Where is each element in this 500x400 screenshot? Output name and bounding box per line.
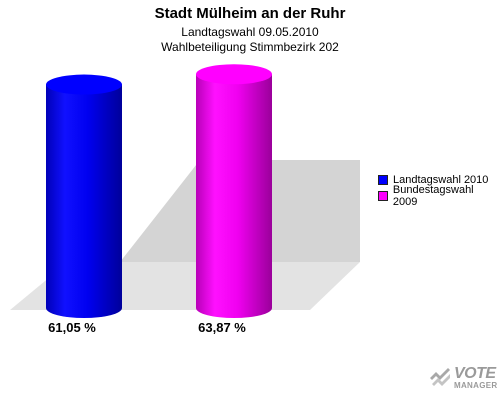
bar-top-cap: [46, 74, 122, 95]
vote-manager-logo-icon: [430, 368, 450, 386]
bar-body: [46, 84, 122, 318]
legend-swatch: [378, 191, 388, 201]
logo-word-manager: MANAGER: [454, 381, 498, 390]
legend-item-landtagswahl-2010: Landtagswahl 2010: [378, 172, 500, 188]
logo-word-vote: VOTE: [454, 365, 496, 382]
value-label-bundestagswahl-2009: 63,87 %: [198, 320, 246, 335]
chart-title: Stadt Mülheim an der Ruhr: [154, 5, 346, 22]
chart-subtitle-turnout: Wahlbeteiligung Stimmbezirk 202: [161, 40, 339, 54]
value-label-landtagswahl-2010: 61,05 %: [48, 320, 96, 335]
legend-swatch: [378, 175, 388, 185]
vote-manager-logo: VOTE MANAGER: [428, 366, 497, 390]
bar-body: [196, 74, 272, 318]
chart-subtitle-election: Landtagswahl 09.05.2010: [181, 25, 319, 39]
bar-landtagswahl-2010: [46, 74, 122, 318]
bar-top-cap: [196, 64, 272, 85]
legend-label: Landtagswahl 2010: [393, 174, 489, 186]
legend-item-bundestagswahl-2009: Bundestagswahl 2009: [378, 184, 500, 208]
legend-label: Bundestagswahl 2009: [392, 184, 474, 208]
bar-bundestagswahl-2009: [196, 64, 272, 318]
legend: Landtagswahl 2010 Bundestagswahl 2009: [378, 172, 500, 208]
